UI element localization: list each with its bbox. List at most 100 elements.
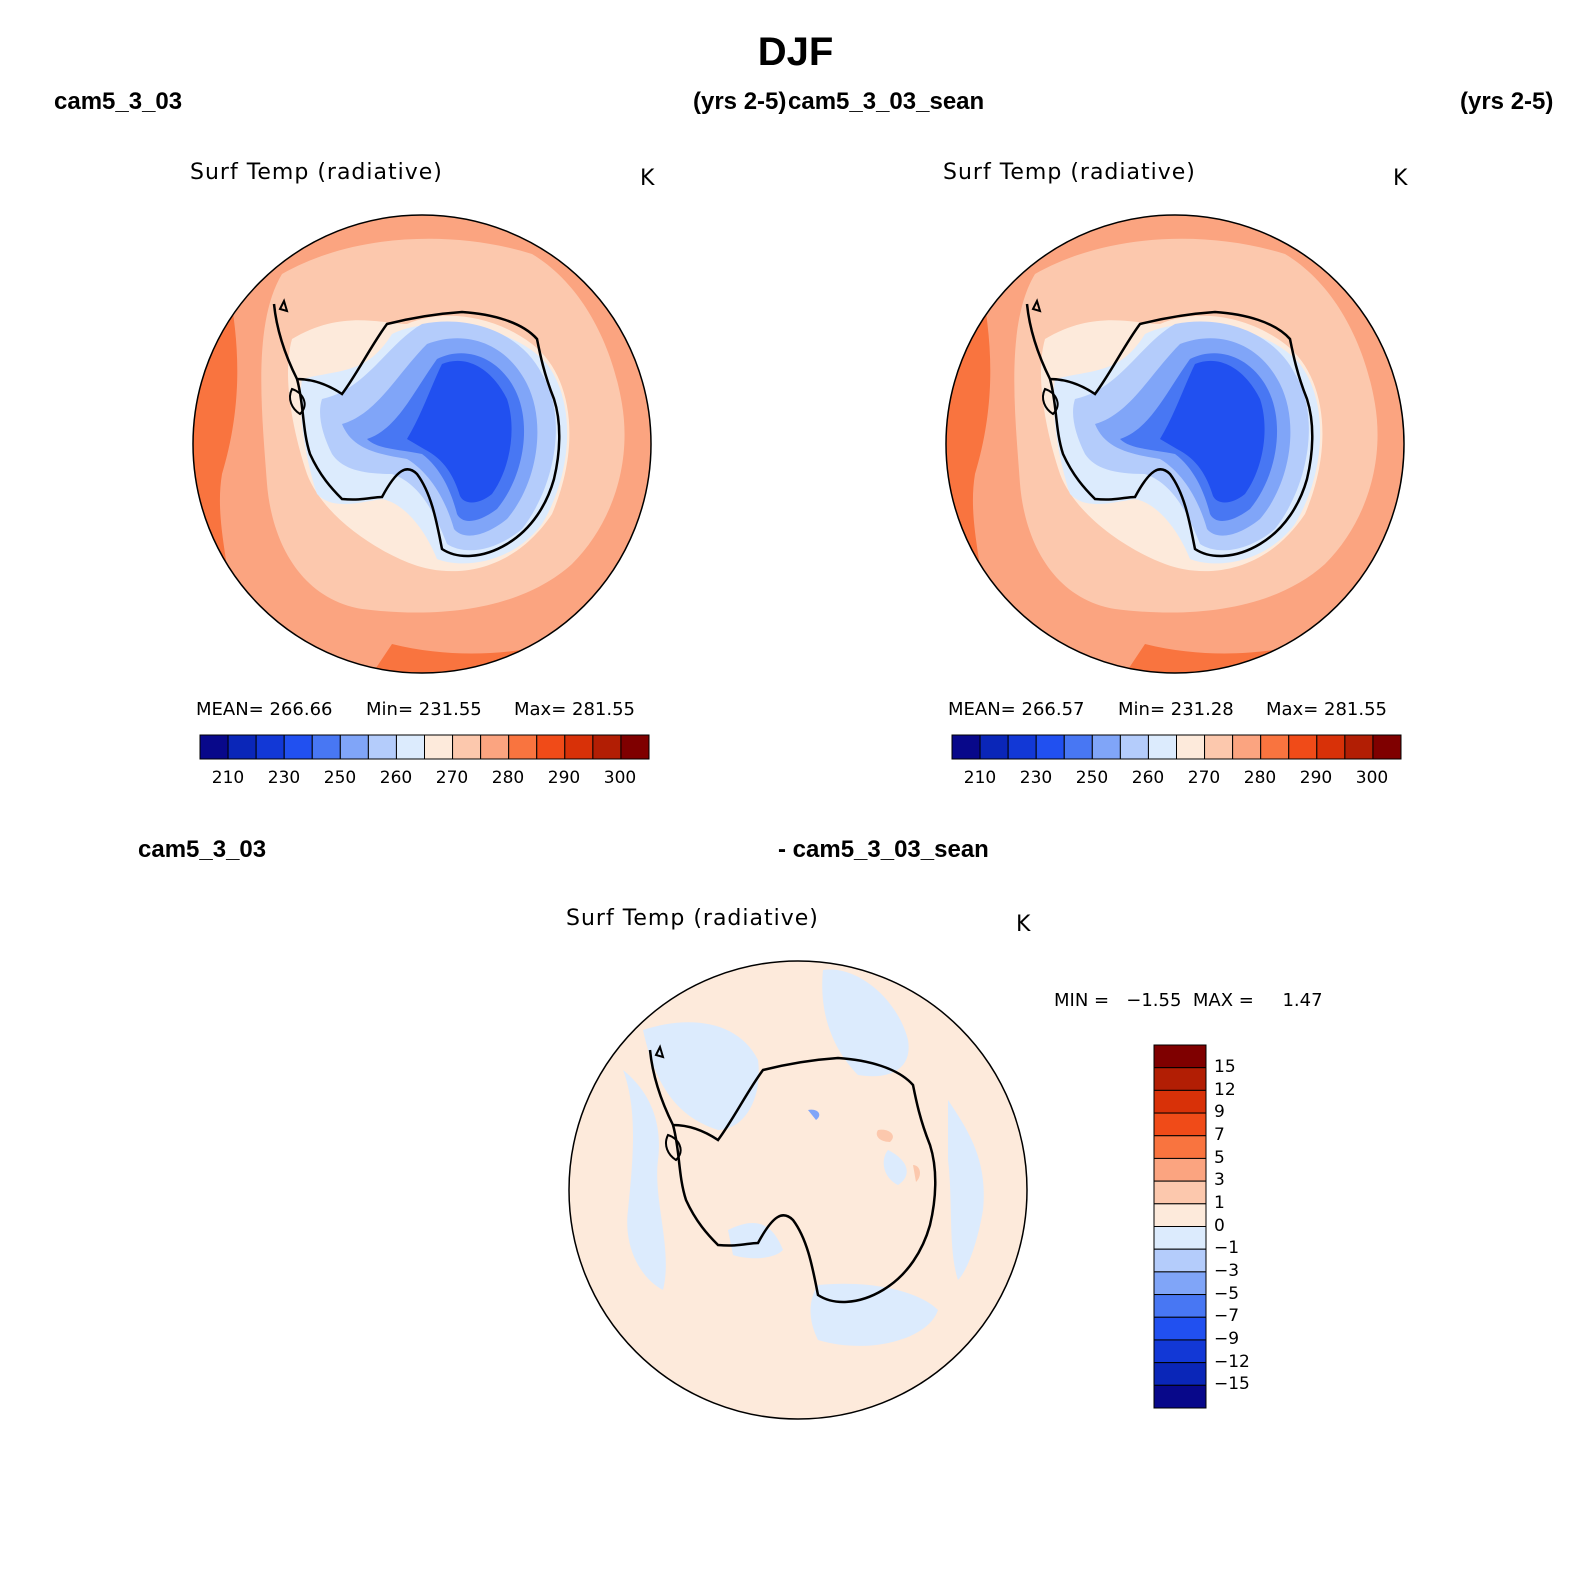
diff-title: Surf Temp (radiative) <box>566 906 819 931</box>
colorbar-swatch <box>1153 1384 1207 1409</box>
colorbar-swatch <box>564 734 594 760</box>
colorbar-swatch <box>1153 1203 1207 1227</box>
panel1-mean: MEAN= 266.66 <box>196 699 333 720</box>
colorbar-swatch <box>1153 1271 1207 1296</box>
diff-tick: 1 <box>1214 1193 1225 1213</box>
panel1-tick: 290 <box>547 768 581 788</box>
colorbar-swatch <box>1153 1248 1207 1273</box>
diff-tick: 3 <box>1214 1170 1225 1190</box>
panel2-tick: 280 <box>1243 768 1277 788</box>
panel2-tick: 290 <box>1299 768 1333 788</box>
colorbar-swatch <box>1260 734 1290 760</box>
colorbar-swatch <box>1153 1316 1207 1341</box>
diff-label-right: - cam5_3_03_sean <box>778 836 989 863</box>
colorbar-swatch <box>367 734 397 760</box>
colorbar-swatch <box>452 734 482 760</box>
panel2-mean: MEAN= 266.57 <box>948 699 1085 720</box>
colorbar-swatch <box>1153 1294 1207 1318</box>
colorbar-swatch <box>1153 1067 1207 1091</box>
panel1-tick: 260 <box>379 768 413 788</box>
colorbar-swatch <box>1153 1339 1207 1364</box>
panel1-tick: 210 <box>211 768 245 788</box>
diff-tick: −7 <box>1214 1306 1240 1326</box>
panel2-map <box>945 214 1405 674</box>
colorbar-swatch <box>480 734 510 760</box>
colorbar-swatch <box>592 734 622 760</box>
diff-tick: −5 <box>1214 1284 1240 1304</box>
diff-map <box>568 960 1028 1420</box>
colorbar-swatch <box>1176 734 1206 760</box>
colorbar-swatch <box>1035 734 1065 760</box>
colorbar-swatch <box>283 734 313 760</box>
colorbar-swatch <box>1232 734 1262 760</box>
panel1-tick: 300 <box>603 768 637 788</box>
years-right: (yrs 2-5) <box>1460 88 1554 115</box>
colorbar-swatch <box>620 734 650 760</box>
colorbar-swatch <box>311 734 341 760</box>
colorbar-swatch <box>508 734 538 760</box>
panel1-colorbar <box>199 734 650 760</box>
diff-tick: −1 <box>1214 1238 1240 1258</box>
panel2-colorbar <box>951 734 1402 760</box>
colorbar-swatch <box>1204 734 1234 760</box>
colorbar-swatch <box>1063 734 1093 760</box>
diff-tick: 7 <box>1214 1125 1225 1145</box>
diff-tick: 5 <box>1214 1148 1225 1168</box>
diff-tick: 12 <box>1214 1080 1236 1100</box>
colorbar-swatch <box>395 734 425 760</box>
diff-tick: 0 <box>1214 1216 1225 1236</box>
colorbar-swatch <box>1372 734 1402 760</box>
colorbar-swatch <box>1153 1157 1207 1182</box>
panel1-tick: 280 <box>491 768 525 788</box>
diff-units: K <box>1016 912 1032 937</box>
panel1-tick: 250 <box>323 768 357 788</box>
colorbar-swatch <box>227 734 257 760</box>
diff-tick: −3 <box>1214 1261 1240 1281</box>
panel2-tick: 230 <box>1019 768 1053 788</box>
diff-tick: −12 <box>1214 1352 1250 1372</box>
diff-minmax: MIN = −1.55 MAX = 1.47 <box>1054 990 1323 1011</box>
case-name-right: cam5_3_03_sean <box>788 88 985 115</box>
colorbar-swatch <box>979 734 1009 760</box>
colorbar-swatch <box>1091 734 1121 760</box>
panel1-max: Max= 281.55 <box>514 699 635 720</box>
colorbar-swatch <box>1288 734 1318 760</box>
colorbar-swatch <box>1153 1226 1207 1250</box>
panel1-colorbar-ticks: 210 230 250 260 270 280 290 300 <box>200 768 649 790</box>
panel1-min: Min= 231.55 <box>366 699 482 720</box>
panel1-map <box>192 214 652 674</box>
panel2-tick: 260 <box>1131 768 1165 788</box>
colorbar-swatch <box>1153 1180 1207 1205</box>
colorbar-swatch <box>1153 1089 1207 1114</box>
panel2-units: K <box>1393 166 1409 191</box>
colorbar-swatch <box>1153 1362 1207 1386</box>
colorbar-swatch <box>1119 734 1149 760</box>
colorbar-swatch <box>1316 734 1346 760</box>
diff-label-left: cam5_3_03 <box>138 836 267 863</box>
diff-tick: −15 <box>1214 1374 1250 1394</box>
panel1-units: K <box>640 166 656 191</box>
colorbar-swatch <box>255 734 285 760</box>
panel2-tick: 250 <box>1075 768 1109 788</box>
diff-colorbar <box>1153 1044 1207 1409</box>
panel2-tick: 270 <box>1187 768 1221 788</box>
colorbar-swatch <box>1007 734 1037 760</box>
panel2-colorbar-ticks: 210 230 250 260 270 280 290 300 <box>952 768 1401 790</box>
panel2-min: Min= 231.28 <box>1118 699 1234 720</box>
diff-tick: −9 <box>1214 1329 1240 1349</box>
page-title: DJF <box>757 30 834 74</box>
diff-tick: 15 <box>1214 1057 1236 1077</box>
colorbar-swatch <box>1147 734 1177 760</box>
colorbar-swatch <box>199 734 229 760</box>
diff-tick: 9 <box>1214 1102 1225 1122</box>
panel2-title: Surf Temp (radiative) <box>943 160 1196 185</box>
colorbar-swatch <box>424 734 454 760</box>
panel1-tick: 230 <box>267 768 301 788</box>
diff-colorbar-ticks: 15 12 9 7 5 3 1 0 −1 −3 −5 −7 −9 −12 −15 <box>1214 1045 1274 1408</box>
panel1-title: Surf Temp (radiative) <box>190 160 443 185</box>
panel2-tick: 300 <box>1355 768 1389 788</box>
panel2-max: Max= 281.55 <box>1266 699 1387 720</box>
colorbar-swatch <box>951 734 981 760</box>
colorbar-swatch <box>1153 1135 1207 1159</box>
colorbar-swatch <box>1344 734 1374 760</box>
